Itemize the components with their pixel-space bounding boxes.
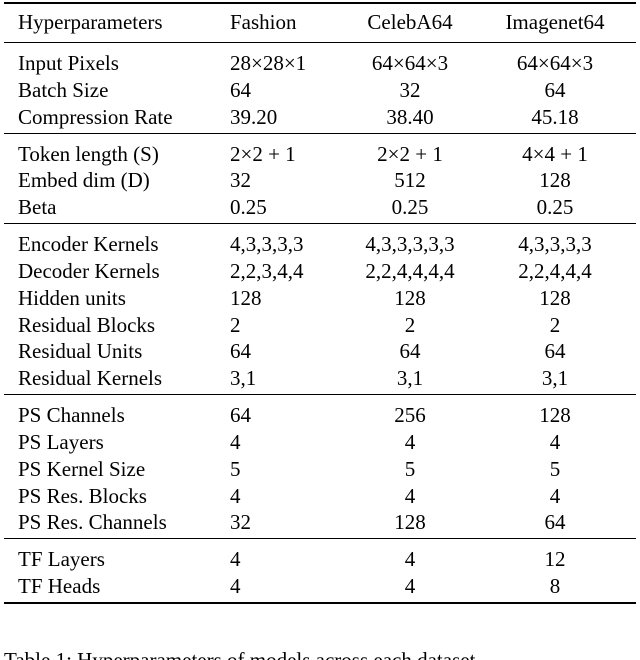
celeba-cell: 64×64×3 [371,51,449,75]
fashion-cell: 2 [230,312,241,337]
rule [4,538,636,539]
row-label: Residual Blocks [18,312,156,337]
row-label: Token length (S) [18,141,159,166]
celeba-cell: 5 [404,456,416,481]
celeba-cell: 512 [394,168,426,193]
imagenet-cell: 2 [549,312,561,337]
row-label: Embed dim (D) [18,168,150,193]
imagenet-cell: 4,3,3,3,3 [518,232,592,257]
celeba-cell: 4 [404,574,416,599]
fashion-cell: 4 [230,574,241,599]
fashion-cell: 4 [230,483,241,508]
celeba-cell: 4 [404,483,416,508]
row-label: PS Res. Channels [18,510,167,535]
header-cell: Imagenet64 [505,10,605,34]
imagenet-cell: 12 [544,547,566,572]
fashion-cell: 4,3,3,3,3 [230,232,304,257]
celeba-cell: 2 [404,312,416,337]
fashion-cell: 28×28×1 [230,51,307,75]
imagenet-cell: 4 [549,430,561,454]
row-label: Residual Kernels [18,366,163,391]
fashion-cell: 32 [230,510,251,535]
row-label: PS Channels [18,403,125,428]
fashion-cell: 64 [230,339,251,364]
header-cell: CelebA64 [367,10,453,34]
rule [4,602,636,604]
row-label: Hidden units [18,285,126,310]
imagenet-cell: 64×64×3 [516,51,594,75]
celeba-cell: 32 [399,77,421,102]
imagenet-cell: 2,2,4,4,4 [518,259,592,283]
header-cell: Fashion [230,10,297,34]
row-label: PS Layers [18,430,104,454]
celeba-cell: 128 [394,285,426,310]
fashion-cell: 4 [230,547,241,572]
row-label: TF Layers [18,547,105,572]
celeba-cell: 2×2 + 1 [377,141,443,166]
celeba-cell: 4 [404,430,416,454]
fashion-cell: 3,1 [230,366,257,391]
celeba-cell: 4 [404,547,416,572]
celeba-cell: 2,2,4,4,4,4 [365,259,455,283]
row-label: Residual Units [18,339,143,364]
row-label: PS Kernel Size [18,456,146,481]
imagenet-cell: 128 [539,285,571,310]
row-label: Input Pixels [18,51,119,75]
fashion-cell: 2,2,3,4,4 [230,259,304,283]
rule [4,42,636,43]
imagenet-cell: 128 [539,403,571,428]
row-label: PS Res. Blocks [18,483,147,508]
imagenet-cell: 0.25 [536,195,574,220]
imagenet-cell: 64 [544,77,566,102]
imagenet-cell: 64 [544,339,566,364]
fashion-cell: 0.25 [230,195,267,220]
celeba-cell: 38.40 [386,104,434,129]
fashion-cell: 2×2 + 1 [230,141,296,166]
fashion-cell: 32 [230,168,251,193]
imagenet-cell: 8 [549,574,561,599]
row-label: Decoder Kernels [18,259,160,283]
fashion-cell: 64 [230,403,251,428]
fashion-cell: 4 [230,430,241,454]
row-label: TF Heads [18,574,101,599]
fashion-cell: 5 [230,456,241,481]
caption: Table 1: Hyperparameters of models acros… [4,648,476,660]
imagenet-cell: 4 [549,483,561,508]
rule [4,394,636,395]
imagenet-cell: 128 [539,168,571,193]
celeba-cell: 256 [394,403,426,428]
celeba-cell: 0.25 [391,195,429,220]
row-label: Encoder Kernels [18,232,159,257]
row-label: Beta [18,195,57,220]
top-rule [4,2,636,4]
row-label: Batch Size [18,77,109,102]
celeba-cell: 4,3,3,3,3,3 [365,232,455,257]
rule [4,223,636,224]
imagenet-cell: 64 [544,510,566,535]
imagenet-cell: 45.18 [531,104,579,129]
row-label: Compression Rate [18,104,173,129]
celeba-cell: 64 [399,339,421,364]
imagenet-cell: 4×4 + 1 [522,141,588,166]
rule [4,133,636,134]
celeba-cell: 3,1 [396,366,424,391]
imagenet-cell: 3,1 [541,366,569,391]
fashion-cell: 64 [230,77,251,102]
header-cell: Hyperparameters [18,10,163,34]
fashion-cell: 128 [230,285,262,310]
imagenet-cell: 5 [549,456,561,481]
fashion-cell: 39.20 [230,104,278,129]
celeba-cell: 128 [394,510,426,535]
